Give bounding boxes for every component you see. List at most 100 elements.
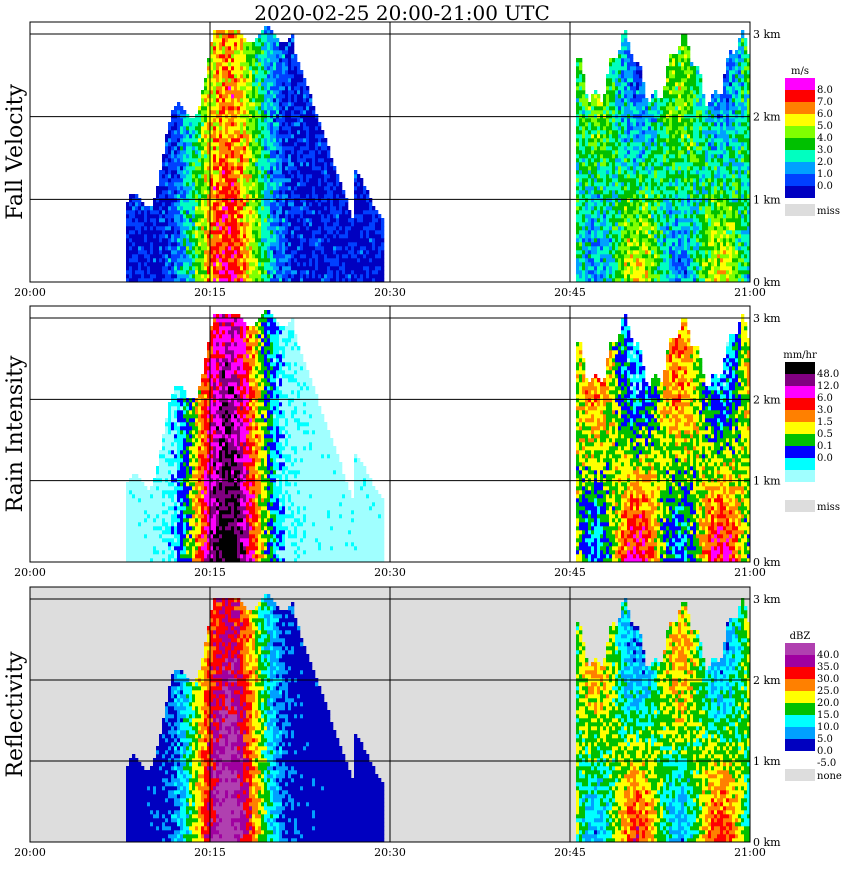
data-cell	[309, 102, 312, 106]
data-cell	[216, 50, 219, 54]
data-cell	[216, 262, 219, 266]
data-cell	[612, 194, 615, 198]
data-cell	[597, 134, 600, 138]
data-cell	[165, 190, 168, 194]
data-cell	[258, 62, 261, 66]
data-cell	[624, 230, 627, 234]
data-cell	[621, 158, 624, 162]
data-cell	[141, 226, 144, 230]
data-cell	[336, 226, 339, 230]
data-cell	[213, 186, 216, 190]
data-cell	[249, 134, 252, 138]
data-cell	[234, 238, 237, 242]
data-cell	[132, 202, 135, 206]
data-cell	[267, 42, 270, 46]
data-cell	[177, 266, 180, 270]
data-cell	[363, 262, 366, 266]
data-cell	[255, 102, 258, 106]
data-cell	[627, 66, 630, 70]
data-cell	[261, 90, 264, 94]
data-cell	[216, 166, 219, 170]
data-cell	[615, 246, 618, 250]
data-cell	[225, 270, 228, 274]
data-cell	[273, 118, 276, 122]
data-cell	[267, 50, 270, 54]
data-cell	[270, 242, 273, 246]
data-cell	[213, 274, 216, 278]
data-cell	[174, 222, 177, 226]
data-cell	[642, 238, 645, 242]
data-cell	[618, 274, 621, 278]
data-cell	[318, 222, 321, 226]
data-cell	[234, 106, 237, 110]
data-cell	[633, 202, 636, 206]
data-cell	[240, 270, 243, 274]
data-cell	[249, 58, 252, 62]
data-cell	[279, 246, 282, 250]
data-cell	[597, 94, 600, 98]
data-cell	[354, 170, 357, 174]
data-cell	[582, 174, 585, 178]
data-cell	[582, 162, 585, 166]
data-cell	[222, 118, 225, 122]
data-cell	[249, 194, 252, 198]
data-cell	[618, 118, 621, 122]
data-cell	[219, 266, 222, 270]
data-cell	[255, 138, 258, 142]
data-cell	[225, 58, 228, 62]
data-cell	[357, 254, 360, 258]
data-cell	[321, 230, 324, 234]
data-cell	[264, 226, 267, 230]
data-cell	[312, 154, 315, 158]
data-cell	[297, 86, 300, 90]
data-cell	[276, 118, 279, 122]
data-cell	[591, 178, 594, 182]
data-cell	[588, 250, 591, 254]
data-cell	[243, 66, 246, 70]
data-cell	[198, 250, 201, 254]
data-cell	[351, 246, 354, 250]
data-cell	[270, 46, 273, 50]
data-cell	[300, 150, 303, 154]
data-cell	[624, 62, 627, 66]
data-cell	[609, 238, 612, 242]
data-cell	[240, 106, 243, 110]
data-cell	[315, 166, 318, 170]
data-cell	[624, 202, 627, 206]
data-cell	[591, 182, 594, 186]
data-cell	[252, 158, 255, 162]
data-cell	[222, 78, 225, 82]
data-cell	[228, 242, 231, 246]
data-cell	[186, 166, 189, 170]
data-cell	[189, 190, 192, 194]
data-cell	[594, 130, 597, 134]
data-cell	[597, 182, 600, 186]
data-cell	[255, 170, 258, 174]
data-cell	[336, 178, 339, 182]
data-cell	[615, 190, 618, 194]
data-cell	[267, 54, 270, 58]
data-cell	[636, 158, 639, 162]
data-cell	[201, 178, 204, 182]
data-cell	[591, 198, 594, 202]
data-cell	[192, 118, 195, 122]
data-cell	[285, 134, 288, 138]
data-cell	[642, 214, 645, 218]
data-cell	[576, 186, 579, 190]
data-cell	[222, 42, 225, 46]
data-cell	[342, 190, 345, 194]
data-cell	[276, 54, 279, 58]
data-cell	[279, 158, 282, 162]
data-cell	[264, 238, 267, 242]
data-cell	[348, 226, 351, 230]
data-cell	[270, 106, 273, 110]
data-cell	[138, 242, 141, 246]
data-cell	[249, 242, 252, 246]
data-cell	[609, 270, 612, 274]
data-cell	[303, 162, 306, 166]
data-cell	[294, 146, 297, 150]
data-cell	[261, 150, 264, 154]
data-cell	[615, 222, 618, 226]
data-cell	[189, 274, 192, 278]
data-cell	[270, 198, 273, 202]
